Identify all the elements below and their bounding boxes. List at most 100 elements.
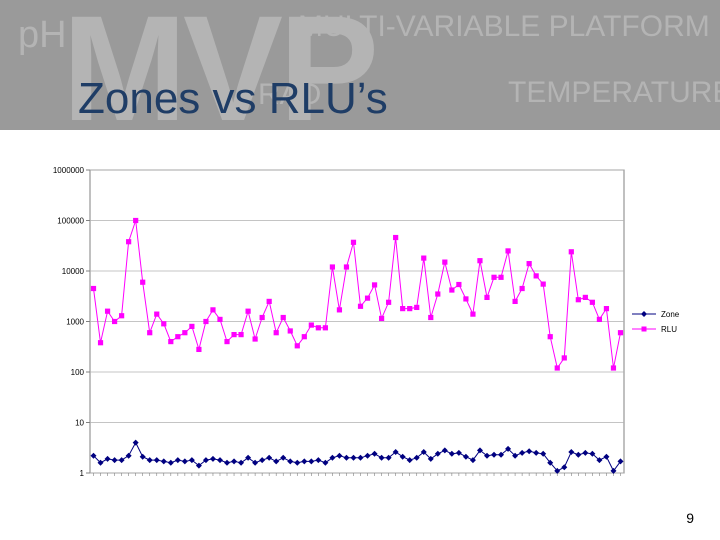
data-point-rlu	[336, 307, 343, 313]
data-point-rlu	[315, 325, 321, 331]
data-point-zone	[469, 457, 476, 464]
data-point-rlu	[407, 306, 413, 312]
data-point-zone	[455, 449, 462, 456]
data-point-zone	[139, 453, 146, 460]
data-point-zone	[617, 458, 624, 465]
data-point-zone	[336, 452, 343, 459]
data-point-zone	[582, 449, 589, 456]
data-point-rlu	[231, 332, 237, 338]
y-tick-label: 1000	[66, 318, 84, 327]
data-point-zone	[315, 457, 322, 464]
data-point-rlu	[491, 274, 497, 280]
data-point-rlu	[393, 234, 399, 241]
data-point-zone	[434, 450, 441, 457]
data-point-rlu	[575, 297, 581, 303]
data-point-rlu	[329, 264, 336, 270]
data-point-rlu	[357, 303, 364, 309]
data-point-rlu	[568, 249, 574, 255]
data-point-rlu	[133, 217, 139, 224]
data-point-rlu	[540, 281, 546, 287]
data-point-zone	[385, 454, 392, 461]
data-point-rlu	[610, 365, 617, 371]
data-point-rlu	[463, 296, 469, 302]
data-point-zone	[308, 458, 315, 465]
data-point-rlu	[582, 294, 588, 301]
watermark-mvp: MVP	[62, 0, 379, 130]
data-point-zone	[448, 450, 455, 457]
watermark-temperature: TEMPERATURE	[508, 76, 720, 109]
data-point-rlu	[259, 314, 265, 321]
data-point-zone	[413, 454, 420, 461]
y-tick-label: 100000	[57, 217, 84, 226]
data-point-zone	[245, 454, 252, 461]
data-point-rlu	[350, 239, 357, 245]
data-point-zone	[188, 457, 195, 464]
data-point-zone	[512, 452, 519, 459]
data-point-zone	[252, 459, 259, 466]
data-point-zone	[498, 451, 505, 458]
data-point-rlu	[245, 308, 251, 314]
y-tick-label: 1000000	[53, 166, 85, 175]
data-point-rlu	[224, 338, 230, 345]
data-point-rlu	[238, 332, 244, 338]
data-point-rlu	[203, 318, 209, 325]
data-point-rlu	[90, 285, 97, 292]
data-point-rlu	[428, 314, 434, 321]
data-point-rlu	[596, 316, 603, 323]
data-point-rlu	[308, 322, 314, 328]
data-point-rlu	[547, 334, 553, 340]
data-point-rlu	[104, 308, 111, 314]
data-point-rlu	[526, 261, 532, 267]
data-point-rlu	[140, 279, 146, 285]
data-point-zone	[427, 455, 434, 462]
data-point-zone	[371, 450, 378, 457]
data-point-zone	[132, 439, 139, 446]
data-point-rlu	[175, 334, 181, 340]
data-point-zone	[420, 449, 427, 456]
data-point-rlu	[287, 328, 293, 334]
data-point-rlu	[273, 330, 279, 336]
data-point-zone	[174, 457, 181, 464]
data-point-zone	[153, 457, 160, 464]
data-point-zone	[589, 450, 596, 457]
watermark-multi-variable-platform: MULTI-VARIABLE PLATFORM	[298, 10, 710, 43]
data-point-zone	[104, 455, 111, 462]
data-point-rlu	[322, 325, 328, 331]
data-point-zone	[287, 458, 294, 465]
data-point-rlu	[470, 311, 476, 317]
data-point-zone	[364, 452, 371, 459]
data-point-zone	[146, 457, 153, 464]
data-point-rlu	[421, 255, 427, 261]
data-point-zone	[195, 462, 202, 469]
data-point-zone	[399, 453, 406, 460]
data-point-rlu	[435, 291, 441, 297]
watermark-radiation: RAD	[258, 78, 322, 111]
data-point-zone	[216, 457, 223, 464]
data-point-rlu	[449, 287, 455, 293]
data-point-rlu	[168, 338, 174, 345]
data-point-rlu	[294, 343, 300, 349]
data-point-zone	[491, 451, 498, 458]
data-point-rlu	[554, 365, 560, 371]
data-point-zone	[441, 447, 448, 454]
data-point-rlu	[505, 248, 511, 254]
data-point-rlu	[161, 321, 167, 327]
data-point-rlu	[442, 259, 448, 265]
data-point-rlu	[386, 299, 392, 305]
legend-marker-zone	[641, 311, 647, 317]
data-point-zone	[540, 450, 547, 457]
data-point-rlu	[484, 294, 490, 301]
data-point-rlu	[456, 281, 462, 288]
data-point-zone	[610, 467, 617, 474]
data-point-zone	[406, 457, 413, 464]
data-point-zone	[575, 451, 582, 458]
data-point-zone	[603, 453, 610, 460]
data-point-zone	[301, 458, 308, 465]
data-point-zone	[181, 458, 188, 465]
data-point-zone	[125, 452, 132, 459]
data-point-zone	[322, 459, 329, 466]
watermark-ph: pH	[18, 14, 67, 56]
data-point-zone	[547, 459, 554, 466]
data-point-zone	[483, 452, 490, 459]
data-point-rlu	[119, 313, 125, 319]
